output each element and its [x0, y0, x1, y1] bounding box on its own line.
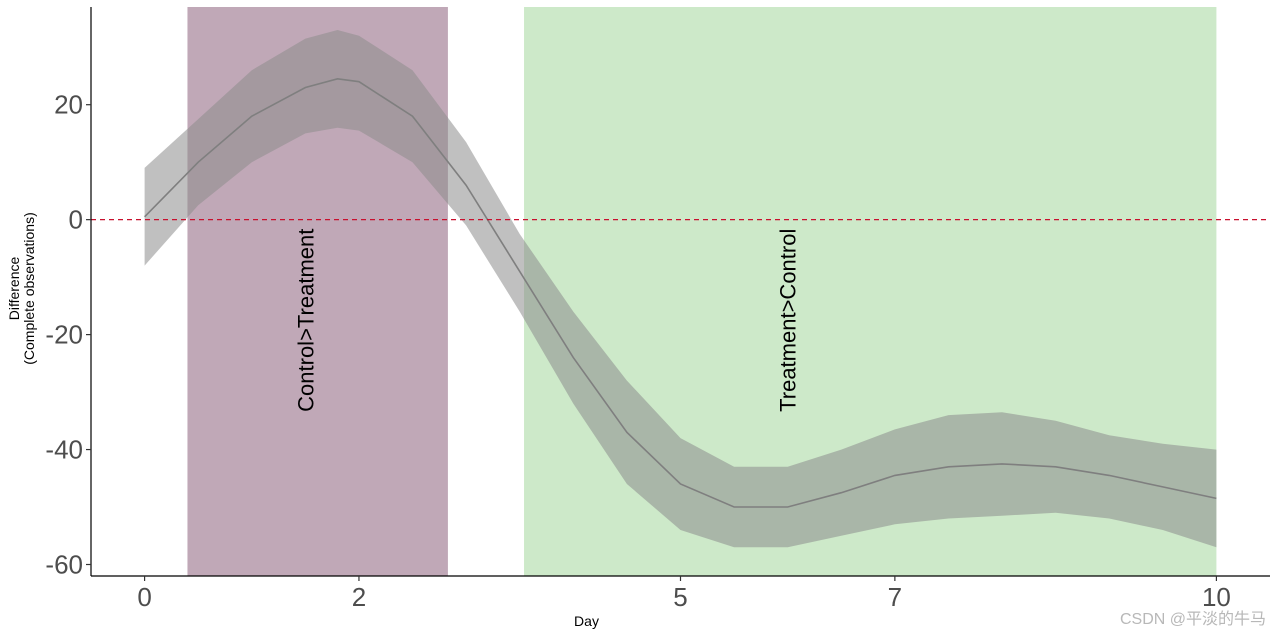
confidence-band-layer	[144, 30, 1217, 548]
y-axis-title-line-0: Difference	[6, 257, 22, 321]
region-label-0: Control>Treatment	[293, 229, 318, 412]
y-tick-label-4: -60	[45, 550, 83, 580]
x-tick-label-1: 2	[352, 582, 366, 612]
series-line-layer	[144, 77, 1217, 508]
region-label-1: Treatment>Control	[776, 229, 801, 412]
y-tick-label-3: -40	[45, 435, 83, 465]
x-axis-title: Day	[574, 613, 599, 629]
axis-titles: Day Difference (Complete observations)	[6, 212, 599, 629]
y-axis-title-line-1: (Complete observations)	[21, 212, 37, 365]
confidence-band	[144, 30, 1217, 548]
x-tick-label-0: 0	[137, 582, 151, 612]
series-line	[144, 77, 1217, 508]
x-tick-label-3: 7	[888, 582, 902, 612]
y-tick-label-1: 0	[69, 205, 83, 235]
watermark: CSDN @平淡的牛马	[1119, 611, 1266, 628]
axes: 20 0 -20 -40 -60 0 2 5 7 10	[45, 7, 1270, 612]
y-tick-label-2: -20	[45, 320, 83, 350]
x-tick-label-4: 10	[1202, 582, 1231, 612]
y-tick-label-0: 20	[54, 90, 83, 120]
x-tick-label-2: 5	[673, 582, 687, 612]
region-labels: Control>Treatment Treatment>Control	[293, 229, 800, 412]
